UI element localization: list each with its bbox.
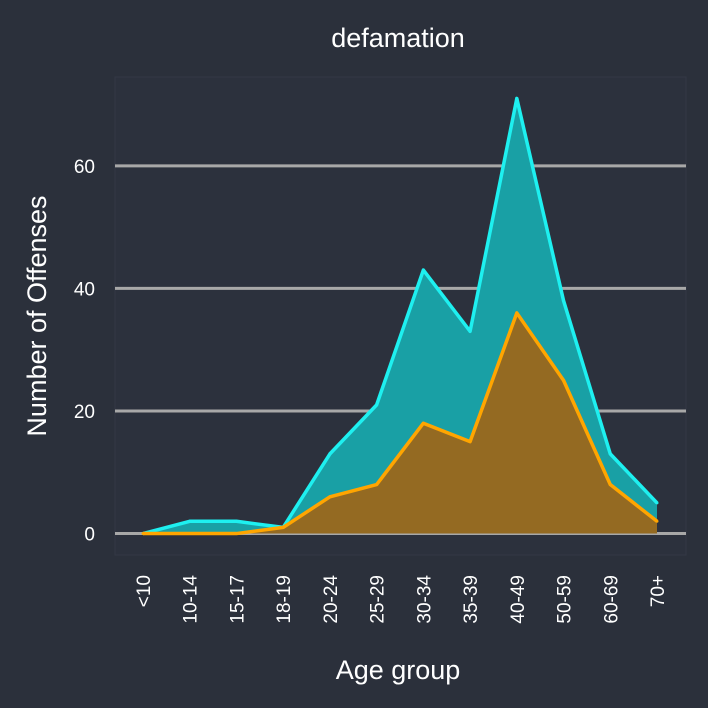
y-axis-title: Number of Offenses bbox=[22, 195, 52, 436]
x-tick-label: 10-14 bbox=[181, 575, 202, 624]
series-2-point-50-59 bbox=[562, 378, 566, 382]
series-2-point-18-19 bbox=[281, 525, 285, 529]
x-tick-label: 40-49 bbox=[508, 575, 529, 624]
series-2-point-15-17 bbox=[234, 532, 238, 536]
series-1-point-50-59 bbox=[562, 299, 566, 303]
series-2-line bbox=[143, 311, 659, 536]
y-tick-label: 40 bbox=[74, 279, 95, 300]
series-1-point-70+ bbox=[655, 501, 659, 505]
series-layer bbox=[141, 96, 659, 536]
series-1-point-10-14 bbox=[188, 519, 192, 523]
series-1-point-60-69 bbox=[608, 452, 612, 456]
x-tick-label: 18-19 bbox=[274, 575, 295, 624]
series-2-point-35-39 bbox=[468, 440, 472, 444]
series-1-point-20-24 bbox=[328, 452, 332, 456]
series-2-point-20-24 bbox=[328, 495, 332, 499]
series-1-point-25-29 bbox=[375, 403, 379, 407]
series-2-point-25-29 bbox=[375, 483, 379, 487]
series-1-point-40-49 bbox=[515, 96, 519, 100]
y-tick-labels: 0 20 40 60 bbox=[74, 157, 95, 546]
series-1-point-30-34 bbox=[421, 268, 425, 272]
series-2-point-30-34 bbox=[421, 421, 425, 425]
x-tick-label: 20-24 bbox=[321, 575, 342, 624]
y-tick-label: 0 bbox=[84, 525, 95, 546]
x-tick-labels: <10 10-14 15-17 18-19 20-24 25-29 30-34 35-39 40… bbox=[134, 575, 669, 624]
x-tick-label: 30-34 bbox=[414, 575, 435, 624]
y-tick-label: 20 bbox=[74, 402, 95, 423]
series-1-point-35-39 bbox=[468, 329, 472, 333]
series-1-point-15-17 bbox=[234, 519, 238, 523]
y-tick-label: 60 bbox=[74, 157, 95, 178]
series-2-point-<10 bbox=[141, 532, 145, 536]
series-2-point-70+ bbox=[655, 519, 659, 523]
x-tick-label: 60-69 bbox=[601, 575, 622, 624]
series-2-point-40-49 bbox=[515, 311, 519, 315]
x-tick-label: 70+ bbox=[648, 575, 669, 607]
x-tick-label: 50-59 bbox=[555, 575, 576, 624]
x-tick-label: 15-17 bbox=[227, 575, 248, 624]
chart-title: defamation bbox=[331, 23, 465, 53]
x-axis-title: Age group bbox=[336, 655, 461, 685]
x-tick-label: 35-39 bbox=[461, 575, 482, 624]
series-1-line bbox=[142, 96, 659, 536]
x-tick-label: 25-29 bbox=[368, 575, 389, 624]
series-2-area bbox=[143, 312, 657, 534]
series-2-point-60-69 bbox=[608, 483, 612, 487]
series-2-point-10-14 bbox=[188, 532, 192, 536]
x-tick-label: <10 bbox=[134, 575, 155, 607]
